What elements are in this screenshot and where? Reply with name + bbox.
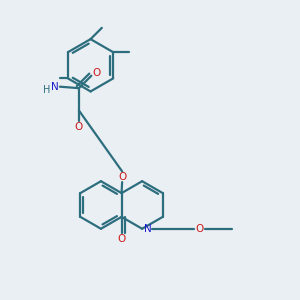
Text: H: H xyxy=(43,85,50,95)
Text: O: O xyxy=(93,68,101,78)
Text: O: O xyxy=(117,234,126,244)
Text: N: N xyxy=(144,224,152,234)
Text: O: O xyxy=(195,224,203,234)
Text: N: N xyxy=(51,82,58,92)
Text: O: O xyxy=(118,172,126,182)
Text: O: O xyxy=(75,122,83,132)
